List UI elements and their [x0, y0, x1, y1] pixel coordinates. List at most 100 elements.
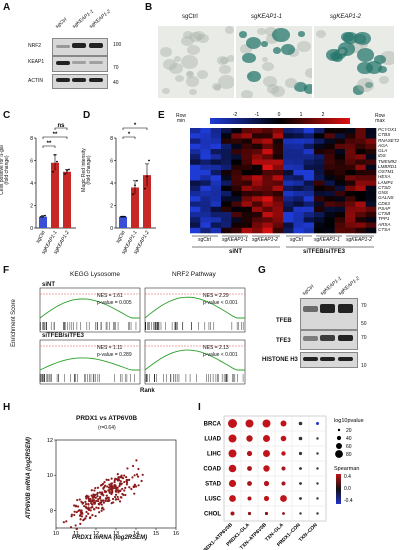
heatmap-cell	[314, 185, 325, 192]
heatmap-cell	[241, 196, 253, 202]
heatmap-cell	[365, 170, 377, 176]
scatter-point	[113, 485, 116, 488]
heatmap-cell	[314, 133, 325, 139]
cell	[188, 31, 202, 43]
heatmap-cell	[231, 222, 242, 229]
heatmap-gene-label: RNASET2	[378, 137, 400, 143]
heatmap-cell	[221, 128, 232, 134]
data-point	[52, 170, 54, 173]
scatter-point	[111, 486, 115, 490]
heatmap-cell	[355, 222, 366, 229]
bubble	[263, 450, 270, 457]
heatmap-cell	[283, 227, 294, 234]
heatmap-cell	[355, 212, 366, 218]
heatmap-cell	[272, 212, 284, 218]
y-tick-label: 2	[110, 203, 113, 209]
bubble	[316, 497, 319, 500]
heatmap-cell	[221, 164, 232, 171]
heatmap-cell	[241, 164, 253, 171]
heatmap-cell	[314, 191, 325, 197]
heatmap-cell	[334, 164, 346, 171]
scatter-point	[102, 487, 105, 490]
heatmap-group-6: sgKEAP1-2	[346, 237, 372, 243]
legend-size-title: log10pvalue	[334, 418, 364, 424]
heatmap-cell	[324, 159, 335, 166]
heatmap-cell	[262, 206, 273, 213]
cell	[257, 27, 266, 35]
panel-d-ylabel-text: Magic Red intensity (fold change)	[81, 148, 92, 192]
heatmap-cell	[231, 154, 242, 160]
scatter-point	[79, 518, 82, 521]
significance-label: ns	[57, 123, 65, 129]
scatter-point	[98, 497, 102, 500]
heatmap-cell	[293, 201, 304, 208]
cell	[364, 82, 373, 89]
heatmap-cell	[262, 143, 273, 150]
heatmap-cell	[252, 133, 263, 139]
heatmap-cell	[283, 143, 294, 150]
heatmap-cell	[365, 227, 377, 234]
gsea-p-3: p-value = 0.289	[97, 353, 132, 358]
heatmap-cell	[241, 159, 253, 166]
heatmap-cell	[303, 138, 315, 145]
heatmap-cell	[345, 180, 356, 187]
heatmap-cell	[190, 133, 201, 139]
heatmap-cell	[221, 196, 232, 202]
cell	[174, 75, 184, 83]
heatmap-group-5: sgKEAP1-1	[314, 237, 340, 243]
heatmap-cell	[324, 138, 335, 145]
heatmap-cell	[241, 154, 253, 160]
heatmap-cell	[303, 185, 315, 192]
heatmap-cell	[324, 175, 335, 181]
heatmap-cell	[365, 149, 377, 155]
heatmap-cell	[355, 196, 366, 202]
bubble	[228, 449, 237, 458]
heatmap-cell	[334, 128, 346, 134]
heatmap-cell	[252, 154, 263, 160]
legend-color-label: 0.0	[344, 486, 351, 492]
significance-label: *	[128, 132, 131, 138]
blot-g-row-tfeb: TFEB	[276, 318, 292, 324]
scatter-point	[74, 524, 77, 527]
heatmap-cell	[262, 227, 273, 234]
heatmap-cell	[283, 180, 294, 187]
heatmap-cell	[283, 191, 294, 197]
y-tick-label: 6	[30, 158, 33, 164]
gsea-curve	[144, 296, 245, 319]
heatmap-cell	[303, 196, 315, 202]
data-point	[120, 215, 122, 218]
heatmap-cell	[272, 133, 284, 139]
scatter-point	[87, 497, 90, 500]
scatter-point	[89, 509, 92, 512]
heatmap-cell	[355, 227, 366, 234]
heatmap-cell	[241, 138, 253, 145]
scatter-point	[112, 501, 115, 504]
bar	[51, 162, 59, 228]
heatmap-cell	[272, 175, 284, 181]
heatmap-cell	[221, 212, 232, 218]
scatter-point	[93, 508, 96, 511]
heatmap-cell	[262, 170, 273, 176]
scatter-point	[75, 527, 78, 530]
heatmap-cell	[314, 149, 325, 155]
heatmap-cell	[241, 212, 253, 218]
heatmap-cell	[303, 175, 315, 181]
scatter-subtitle: (r=0.64)	[98, 425, 116, 431]
heatmap-cell	[293, 196, 304, 202]
heatmap-legend-bar: -2 -1 0 1 2	[210, 112, 350, 124]
heatmap-cell	[231, 175, 242, 181]
scatter-point	[73, 504, 76, 507]
legend-row-word-2: Row	[375, 113, 386, 119]
heatmap-cell	[200, 170, 211, 176]
heatmap-cell	[293, 227, 304, 234]
heatmap-cell	[241, 170, 253, 176]
heatmap-cell	[272, 180, 284, 187]
heatmap-cell	[334, 227, 346, 234]
heatmap-cell	[252, 191, 263, 197]
cell	[261, 56, 269, 63]
heatmap-cell	[293, 170, 304, 176]
heatmap-cell	[303, 154, 315, 160]
heatmap-gene-label: LAMP1	[378, 179, 394, 185]
scatter-point	[102, 499, 105, 502]
heatmap-cell	[334, 154, 346, 160]
